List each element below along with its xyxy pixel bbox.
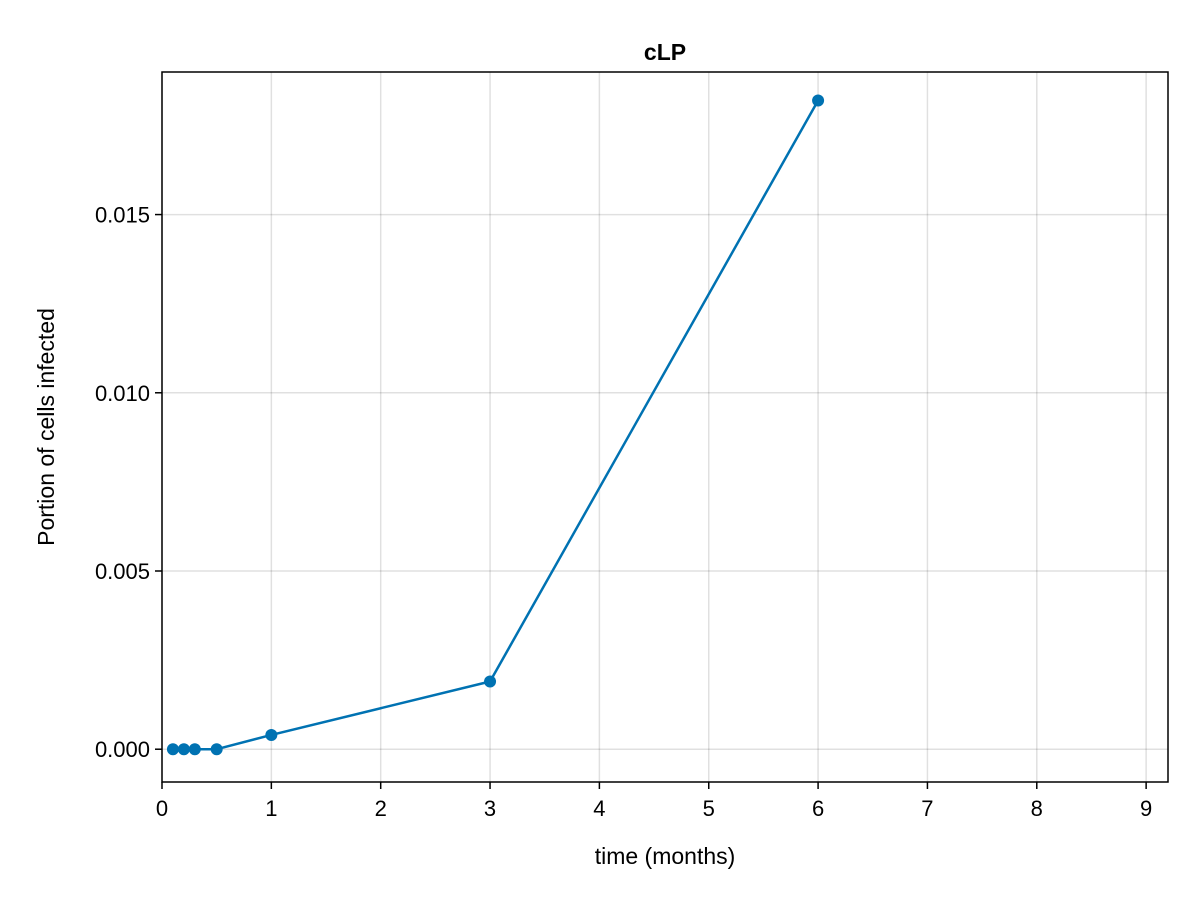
y-axis-label: Portion of cells infected [33, 308, 59, 546]
data-point [166, 743, 179, 756]
data-point [177, 743, 190, 756]
grid-lines [161, 72, 1168, 782]
x-tick-label: 2 [375, 796, 387, 821]
chart-title: cLP [644, 39, 686, 65]
x-tick-label: 0 [156, 796, 168, 821]
y-axis-ticks: 0.000 0.005 0.010 0.015 [95, 203, 162, 762]
plot-frame [161, 71, 1169, 783]
y-tick-label: 0.015 [95, 203, 150, 228]
x-tick-label: 5 [703, 796, 715, 821]
y-tick-label: 0.005 [95, 559, 150, 584]
x-tick-label: 6 [812, 796, 824, 821]
x-tick-label: 7 [921, 796, 933, 821]
x-tick-label: 9 [1140, 796, 1152, 821]
x-tick-label: 8 [1031, 796, 1043, 821]
x-tick-label: 1 [265, 796, 277, 821]
data-point [188, 743, 201, 756]
x-axis-ticks: 0 1 2 3 4 5 6 7 8 9 [156, 782, 1152, 821]
data-point [484, 675, 497, 688]
series-layer [166, 94, 825, 756]
y-tick-label: 0.010 [95, 381, 150, 406]
data-point [265, 728, 278, 741]
series-line [172, 99, 820, 751]
x-tick-label: 4 [593, 796, 605, 821]
data-point [210, 743, 223, 756]
y-tick-label: 0.000 [95, 737, 150, 762]
data-point [812, 94, 825, 107]
x-tick-label: 3 [484, 796, 496, 821]
x-axis-label: time (months) [595, 843, 736, 869]
